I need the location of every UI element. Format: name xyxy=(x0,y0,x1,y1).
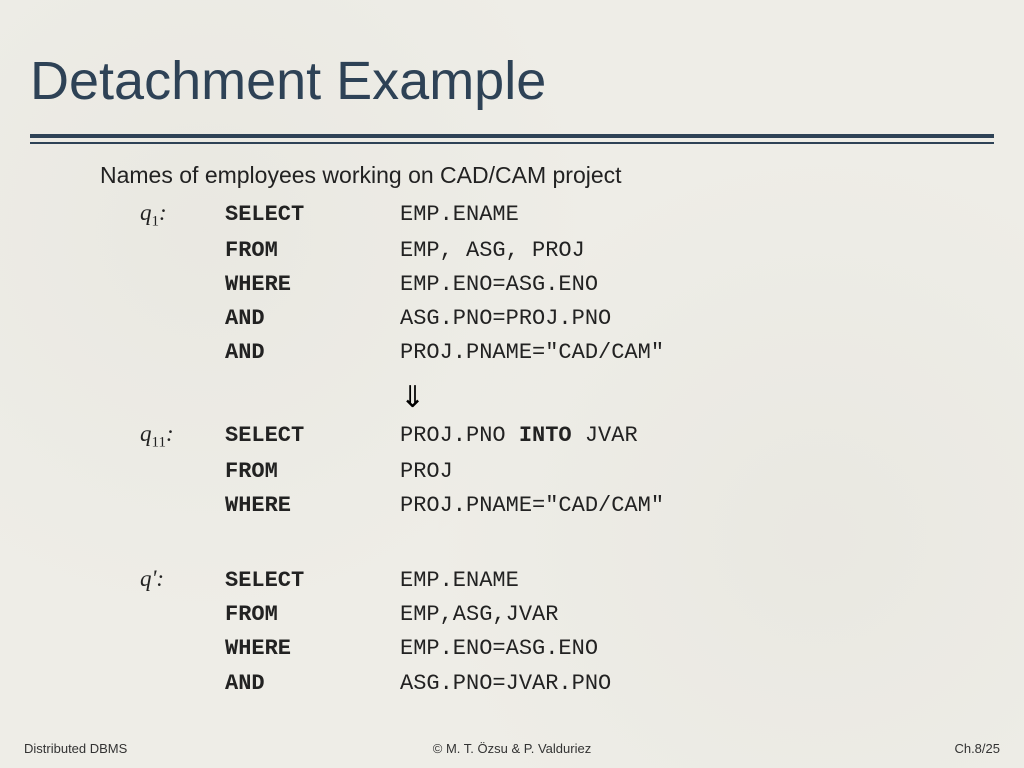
sql-keyword: SELECT xyxy=(225,419,400,453)
footer-center: © M. T. Özsu & P. Valduriez xyxy=(433,741,591,756)
query-line: q':SELECTEMP.ENAME xyxy=(140,561,994,598)
query-label: q1: xyxy=(140,195,225,234)
sql-value: EMP.ENO=ASG.ENO xyxy=(400,268,598,302)
query-line: WHEREEMP.ENO=ASG.ENO xyxy=(140,632,994,666)
query-line: ANDASG.PNO=PROJ.PNO xyxy=(140,302,994,336)
sql-value: EMP.ENAME xyxy=(400,564,519,598)
page-title: Detachment Example xyxy=(30,50,994,112)
query-list: q1:SELECTEMP.ENAMEFROMEMP, ASG, PROJWHER… xyxy=(140,195,994,701)
query-block: q':SELECTEMP.ENAMEFROMEMP,ASG,JVARWHEREE… xyxy=(140,561,994,700)
sql-keyword: WHERE xyxy=(225,489,400,523)
sql-value: ASG.PNO=PROJ.PNO xyxy=(400,302,611,336)
sql-value: EMP,ASG,JVAR xyxy=(400,598,558,632)
query-line: FROMPROJ xyxy=(140,455,994,489)
sql-keyword: SELECT xyxy=(225,198,400,232)
query-line: ANDPROJ.PNAME="CAD/CAM" xyxy=(140,336,994,370)
sql-value: EMP.ENO=ASG.ENO xyxy=(400,632,598,666)
sql-value: PROJ.PNAME="CAD/CAM" xyxy=(400,489,664,523)
footer-right: Ch.8/25 xyxy=(954,741,1000,756)
query-label: q11: xyxy=(140,416,225,455)
subtitle: Names of employees working on CAD/CAM pr… xyxy=(100,162,994,189)
query-line: ANDASG.PNO=JVAR.PNO xyxy=(140,667,994,701)
sql-keyword: AND xyxy=(225,302,400,336)
query-line: WHEREPROJ.PNAME="CAD/CAM" xyxy=(140,489,994,523)
sql-keyword: WHERE xyxy=(225,632,400,666)
query-line: q1:SELECTEMP.ENAME xyxy=(140,195,994,234)
sql-value: PROJ.PNO INTO JVAR xyxy=(400,419,638,453)
sql-value: PROJ xyxy=(400,455,453,489)
sql-keyword: FROM xyxy=(225,455,400,489)
query-label: q': xyxy=(140,561,225,597)
query-line: FROMEMP,ASG,JVAR xyxy=(140,598,994,632)
footer: Distributed DBMS © M. T. Özsu & P. Valdu… xyxy=(0,741,1024,756)
sql-keyword: FROM xyxy=(225,598,400,632)
query-block: q11:SELECTPROJ.PNO INTO JVARFROMPROJWHER… xyxy=(140,416,994,523)
down-arrow: ⇓ xyxy=(140,380,994,416)
sql-value: PROJ.PNAME="CAD/CAM" xyxy=(400,336,664,370)
sql-keyword: FROM xyxy=(225,234,400,268)
footer-left: Distributed DBMS xyxy=(24,741,127,756)
sql-keyword: AND xyxy=(225,667,400,701)
sql-value: ASG.PNO=JVAR.PNO xyxy=(400,667,611,701)
sql-keyword: SELECT xyxy=(225,564,400,598)
query-line: FROMEMP, ASG, PROJ xyxy=(140,234,994,268)
sql-value: EMP.ENAME xyxy=(400,198,519,232)
query-line: q11:SELECTPROJ.PNO INTO JVAR xyxy=(140,416,994,455)
sql-value: EMP, ASG, PROJ xyxy=(400,234,585,268)
query-line: WHEREEMP.ENO=ASG.ENO xyxy=(140,268,994,302)
sql-keyword: AND xyxy=(225,336,400,370)
sql-keyword: WHERE xyxy=(225,268,400,302)
title-rule xyxy=(30,134,994,144)
query-block: q1:SELECTEMP.ENAMEFROMEMP, ASG, PROJWHER… xyxy=(140,195,994,370)
